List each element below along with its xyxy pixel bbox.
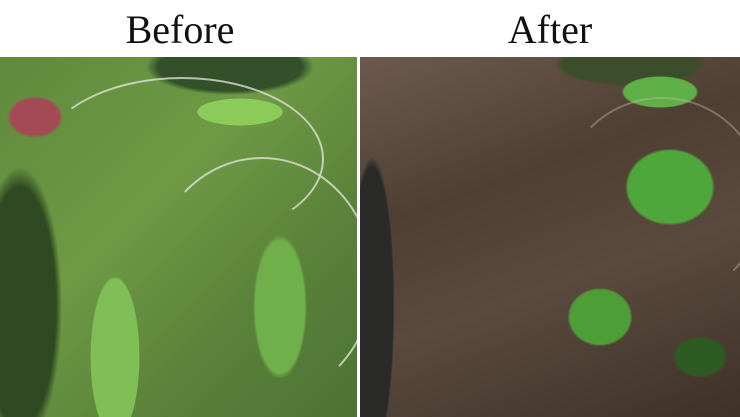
after-satellite-image [360, 57, 740, 417]
cart-path [560, 97, 740, 301]
before-satellite-image [0, 57, 357, 417]
before-title: Before [125, 7, 235, 52]
after-title: After [507, 7, 593, 52]
cart-path [40, 77, 324, 241]
cart-path [150, 157, 357, 401]
